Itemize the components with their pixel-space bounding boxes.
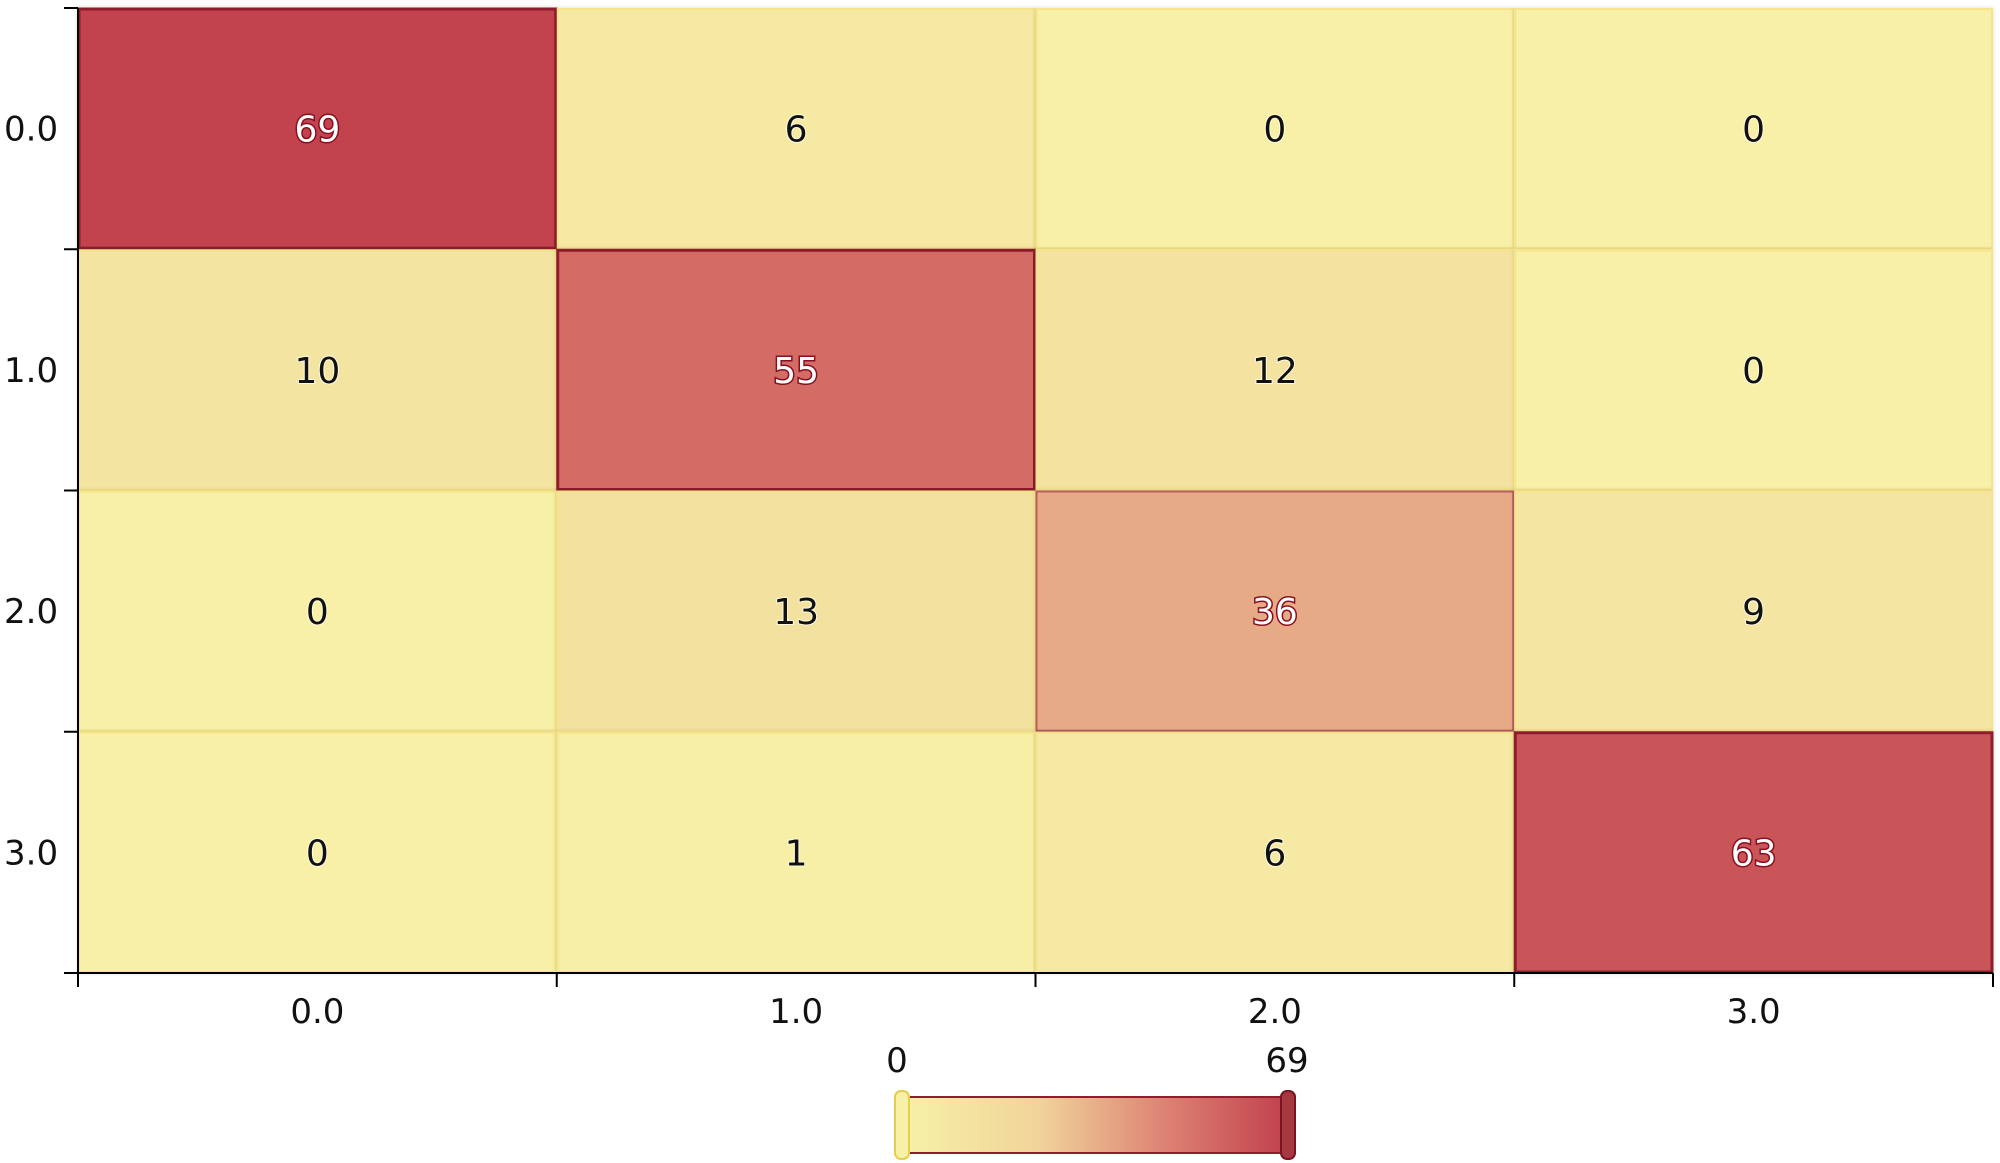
heatmap-cell <box>1514 8 1993 250</box>
cell-value-label: 0 <box>306 592 329 633</box>
heatmap-cell <box>1035 490 1515 732</box>
x-tick-label: 1.0 <box>769 992 823 1032</box>
x-tick-label: 3.0 <box>1727 992 1781 1032</box>
cell-value-label: 0 <box>1742 110 1765 151</box>
heatmap-cell <box>1035 249 1515 491</box>
cell-value-label: 12 <box>1252 351 1298 392</box>
colorbar-min-label: 0 <box>886 1041 908 1081</box>
heatmap-cell <box>556 490 1036 732</box>
cell-value-label: 0 <box>1742 351 1765 392</box>
y-tick-label: 3.0 <box>4 833 58 873</box>
colorbar-min-handle <box>894 1090 910 1160</box>
cell-value-label: 36 <box>1252 592 1298 633</box>
heatmap-cell <box>556 731 1036 973</box>
cell-value-label: 6 <box>785 110 808 151</box>
cell-value-label: 13 <box>773 592 819 633</box>
heatmap-cell <box>1035 8 1515 250</box>
colorbar-max-handle <box>1280 1090 1296 1160</box>
heatmap-cell <box>78 731 557 973</box>
heatmap-cell <box>1514 249 1993 491</box>
cell-value-label: 55 <box>773 351 819 392</box>
cell-value-label: 63 <box>1731 833 1777 874</box>
heatmap-cell <box>1035 731 1515 973</box>
colorbar: 0 69 <box>886 1041 1309 1160</box>
cell-value-label: 10 <box>294 351 340 392</box>
heatmap-cell <box>556 8 1036 250</box>
heatmap-cell <box>1513 731 1994 974</box>
cell-value-label: 0 <box>1263 110 1286 151</box>
colorbar-gradient <box>906 1096 1284 1154</box>
axes: 0.0 1.0 2.0 3.0 0.0 1.0 2.0 3.0 <box>4 7 1994 1032</box>
cell-value-label: 6 <box>1263 833 1286 874</box>
heatmap-cell <box>1514 490 1993 732</box>
x-tick-label: 0.0 <box>290 992 344 1032</box>
y-tick-label: 0.0 <box>4 110 58 150</box>
heatmap-cell <box>77 7 558 250</box>
heatmap-cells: 69 6 0 0 10 55 12 0 0 13 36 9 0 1 6 63 <box>77 7 1994 974</box>
cell-value-label: 0 <box>306 833 329 874</box>
cell-value-label: 9 <box>1742 592 1765 633</box>
cell-value-label: 1 <box>785 833 808 874</box>
heatmap-cell <box>78 249 557 491</box>
x-tick-label: 2.0 <box>1248 992 1302 1032</box>
cell-value-label: 69 <box>294 110 340 151</box>
heatmap-cell <box>556 248 1036 491</box>
y-tick-label: 2.0 <box>4 592 58 632</box>
colorbar-max-label: 69 <box>1265 1041 1308 1081</box>
y-tick-label: 1.0 <box>4 351 58 391</box>
